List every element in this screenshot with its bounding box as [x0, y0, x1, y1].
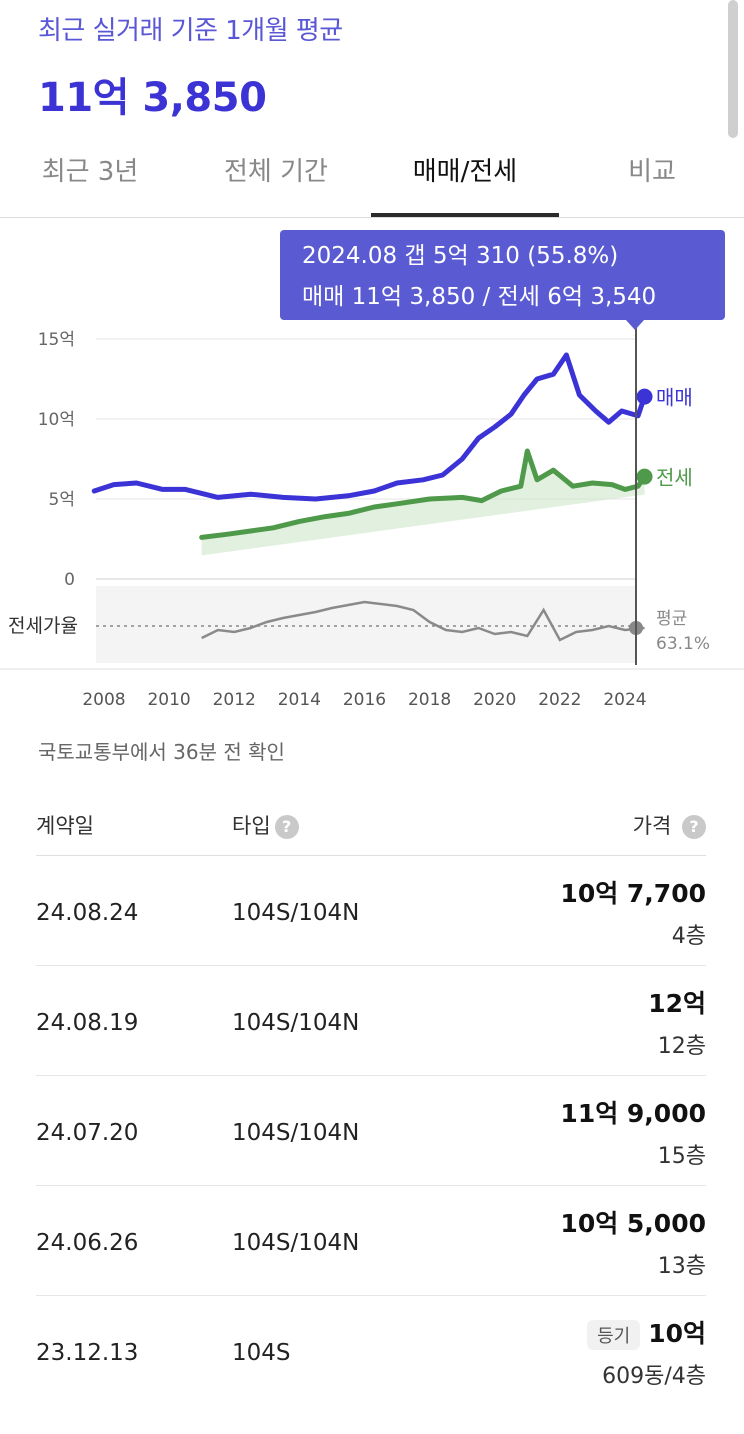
tooltip-arrow [626, 320, 644, 330]
chart-tooltip: 2024.08 갭 5억 310 (55.8%) 매매 11억 3,850 / … [280, 230, 725, 320]
jeonse-price-line [199, 448, 648, 540]
x-tick-label: 2018 [408, 690, 451, 710]
tooltip-gap: 2024.08 갭 5억 310 (55.8%) [302, 243, 619, 269]
y-tick-label: 0 [64, 570, 75, 590]
row-amount-value: 10억 [648, 1319, 706, 1348]
row-amount: 10억 7,700 [560, 879, 706, 908]
x-tick-label: 2008 [82, 690, 125, 710]
tooltip-prices: 매매 11억 3,850 / 전세 6억 3,540 [302, 284, 657, 310]
y-tick-label: 10억 [38, 410, 75, 430]
header-type-label: 타입 [232, 814, 271, 838]
jeonse-series-label: 전세 [656, 466, 693, 490]
sale-series-label: 매매 [656, 386, 693, 410]
table-row[interactable]: 24.06.26 104S/104N 10억 5,000 13층 [36, 1186, 706, 1296]
row-amount: 10억 5,000 [560, 1209, 706, 1238]
row-amount: 12억 [648, 989, 706, 1018]
row-date: 24.06.26 [36, 1230, 139, 1256]
x-tick-label: 2016 [343, 690, 386, 710]
average-price: 11억 3,850 [38, 75, 267, 121]
price-subtitle: 최근 실거래 기준 1개월 평균 [38, 16, 343, 46]
price-help-icon[interactable]: ? [682, 815, 706, 839]
row-floor: 4층 [671, 924, 706, 949]
type-help-icon[interactable]: ? [274, 815, 299, 839]
ratio-label: 전세가율 [8, 615, 78, 637]
active-tab-indicator [371, 213, 559, 217]
tab-label: 비교 [628, 157, 676, 187]
price-chart-svg: 15억 10억 5억 0 2008 2010 2012 2014 2016 2018 2020 202… [0, 324, 744, 710]
tab-label: 전체 기간 [224, 157, 328, 187]
row-floor: 15층 [657, 1144, 706, 1169]
row-type: 104S/104N [232, 1230, 360, 1256]
row-amount: 11억 9,000 [560, 1099, 706, 1128]
header-contract-date: 계약일 [36, 814, 94, 838]
tab-sale-jeonse[interactable]: 매매/전세 [371, 150, 559, 217]
table-row[interactable]: 24.08.24 104S/104N 10억 7,700 4층 [36, 856, 706, 966]
jeonse-range-area [201, 451, 645, 556]
tab-all-period[interactable]: 전체 기간 [186, 150, 366, 216]
registered-badge: 등기 [587, 1320, 641, 1350]
row-type: 104S/104N [232, 1010, 360, 1036]
tab-recent-3-years[interactable]: 최근 3년 [0, 150, 180, 216]
row-type: 104S/104N [232, 900, 360, 926]
price-chart[interactable]: 15억 10억 5억 0 2008 2010 2012 2014 2016 2018 2020 202… [0, 220, 744, 720]
row-date: 24.08.19 [36, 1010, 139, 1036]
x-tick-label: 2010 [147, 690, 190, 710]
row-type: 104S [232, 1340, 291, 1366]
table-row[interactable]: 24.07.20 104S/104N 11억 9,000 15층 [36, 1076, 706, 1186]
header-type: 타입? [232, 810, 299, 840]
jeonse-endpoint-dot [636, 468, 653, 485]
tab-label: 최근 3년 [41, 157, 139, 187]
row-amount: 등기 10억 [587, 1314, 706, 1350]
row-date: 24.08.24 [36, 900, 139, 926]
header-price: 가격 ? [633, 810, 706, 840]
y-tick-label: 5억 [49, 490, 75, 510]
price-header: 최근 실거래 기준 1개월 평균 11억 3,850 [38, 10, 343, 123]
sale-price-line [91, 352, 648, 502]
x-tick-label: 2020 [473, 690, 516, 710]
x-tick-label: 2014 [278, 690, 321, 710]
header-price-label: 가격 [632, 814, 672, 838]
ratio-average-value: 63.1% [656, 634, 710, 654]
scrollbar[interactable] [728, 0, 738, 138]
row-date: 23.12.13 [36, 1340, 139, 1366]
x-tick-label: 2012 [213, 690, 256, 710]
table-header: 계약일 타입? 가격 ? [36, 796, 706, 856]
data-source-note: 국토교통부에서 36분 전 확인 [38, 740, 285, 764]
sale-endpoint-dot [636, 388, 653, 405]
table-row[interactable]: 24.08.19 104S/104N 12억 12층 [36, 966, 706, 1076]
tab-label: 매매/전세 [412, 157, 518, 187]
ratio-line [201, 600, 645, 642]
y-tick-label: 15억 [38, 330, 75, 350]
row-type: 104S/104N [232, 1120, 360, 1146]
x-tick-label: 2024 [603, 690, 646, 710]
row-date: 24.07.20 [36, 1120, 139, 1146]
row-floor: 13층 [657, 1254, 706, 1279]
x-tick-label: 2022 [538, 690, 581, 710]
ratio-average-label: 평균 [656, 609, 687, 629]
tab-compare[interactable]: 비교 [562, 150, 742, 216]
row-floor: 609동/4층 [602, 1364, 706, 1389]
ratio-band [96, 586, 636, 663]
row-floor: 12층 [657, 1034, 706, 1059]
transactions-table: 계약일 타입? 가격 ? 24.08.24 104S/104N 10억 7,70… [36, 796, 706, 1406]
period-tabs: 최근 3년 전체 기간 매매/전세 비교 [0, 140, 744, 218]
table-row[interactable]: 23.12.13 104S 등기 10억 609동/4층 [36, 1296, 706, 1406]
